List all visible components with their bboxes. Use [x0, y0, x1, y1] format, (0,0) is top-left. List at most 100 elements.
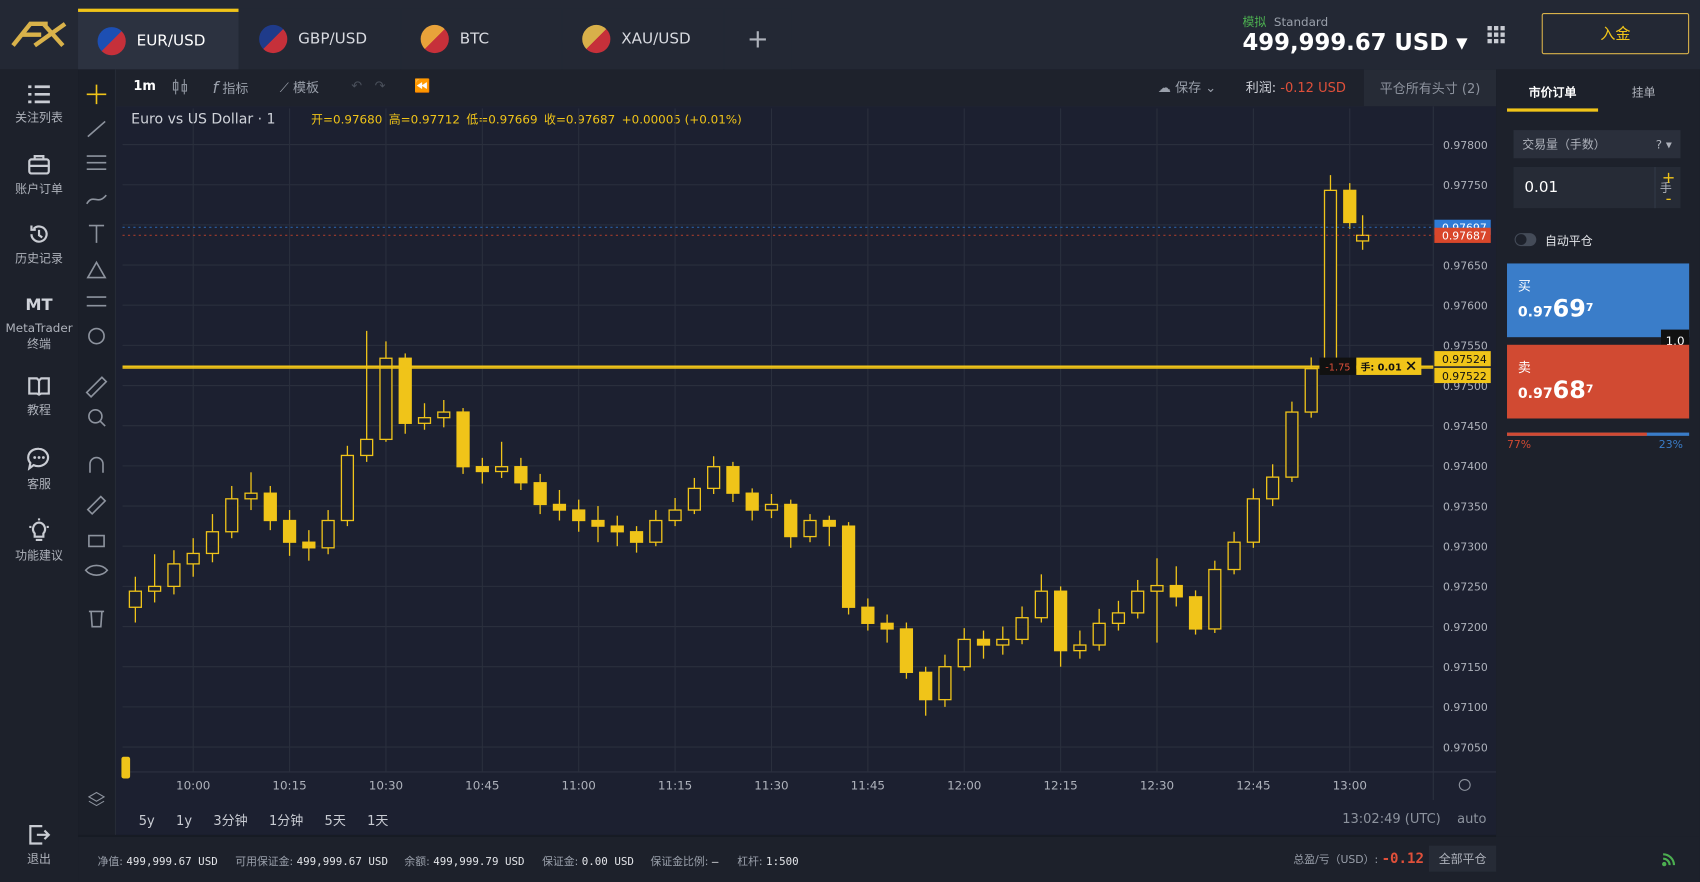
volume-input[interactable]: 0.01 手 [1513, 166, 1681, 209]
y-tick-label: 0.97150 [1443, 661, 1488, 674]
auto-close-toggle[interactable] [1514, 233, 1537, 247]
decrement-button[interactable]: - [1654, 187, 1681, 209]
candle-body [379, 357, 393, 441]
scale-toggle[interactable]: auto [1457, 810, 1487, 827]
replay-button[interactable]: ⏪ [414, 78, 431, 94]
add-tab[interactable]: + [724, 8, 792, 70]
panel-tab[interactable]: 市价订单 [1507, 76, 1599, 112]
candle-body [919, 671, 933, 701]
layers-icon[interactable] [87, 789, 107, 809]
range-button[interactable]: 1分钟 [268, 813, 304, 829]
apps-icon[interactable] [1487, 26, 1505, 44]
tab-label: XAU/USD [621, 30, 691, 48]
buy-price: 0.97697 [1518, 296, 1594, 323]
price-label-box [1434, 227, 1491, 243]
range-button[interactable]: 1天 [367, 813, 389, 829]
candle-body [282, 519, 297, 543]
volume-type-select[interactable]: 交易量（手数）? ▾ [1513, 130, 1681, 159]
legend-item: 收=0.97687 [544, 113, 615, 127]
candle-body [1343, 189, 1357, 224]
deposit-button[interactable]: 入金 [1541, 13, 1690, 55]
scroll-handle[interactable] [121, 756, 131, 779]
nav-item[interactable]: 客服 [0, 447, 78, 493]
candle-body [1131, 590, 1145, 614]
candle-body [938, 666, 952, 701]
candle-body [205, 531, 220, 555]
indicators-button[interactable]: f 指标 [212, 78, 249, 98]
buy-percent: 23% [1658, 439, 1683, 452]
candle-body [1073, 644, 1087, 652]
auto-close-label: 自动平仓 [1544, 234, 1593, 249]
save-button[interactable]: ☁ 保存 ⌄ [1157, 80, 1217, 96]
candle-body [1355, 234, 1370, 242]
candle-body [745, 492, 759, 511]
icon [30, 225, 48, 243]
chart-toolbar [116, 69, 1497, 108]
range-button[interactable]: 5y [138, 813, 155, 829]
candle-body [976, 638, 991, 646]
y-tick-label: 0.97450 [1443, 420, 1488, 433]
sell-button[interactable]: 卖 0.97687 [1507, 344, 1690, 419]
chart-title: Euro vs US Dollar · 1 [131, 112, 275, 128]
nav-item[interactable]: MT MetaTrader 终端 [0, 295, 78, 352]
nav-item[interactable]: 账户订单 [0, 154, 78, 197]
settings-icon[interactable] [1458, 778, 1471, 791]
undo-redo[interactable]: ↶ ↷ [351, 78, 386, 94]
close-all-button[interactable]: 平仓所有头寸 (2) [1363, 69, 1497, 107]
candle-body [861, 606, 875, 624]
status-value: 499,999.79 USD [433, 856, 525, 869]
sentiment-bar [1507, 432, 1690, 436]
position-close[interactable] [1406, 361, 1416, 371]
status-value: 1:500 [766, 856, 799, 869]
nav-item[interactable]: 关注列表 [0, 85, 78, 126]
candle-body [494, 466, 509, 473]
status-value: 0.00 USD [581, 856, 634, 869]
nav-item[interactable]: 教程 [0, 375, 78, 418]
candle-body [1015, 617, 1029, 641]
symbol-tab[interactable]: EUR/USD [78, 8, 239, 70]
symbol-tab[interactable]: XAU/USD [562, 8, 724, 70]
nav-item[interactable]: 退出 [0, 824, 78, 867]
legend-item: +0.00005 (+0.01%) [622, 113, 742, 127]
nav-item[interactable]: 历史记录 [0, 223, 78, 266]
candle-body [1150, 584, 1164, 592]
symbol-tab[interactable]: BTC [401, 8, 562, 70]
candle-body [1266, 476, 1280, 500]
status-item: 余额: 499,999.79 USD [404, 852, 525, 869]
nav-label: 关注列表 [15, 110, 63, 125]
price-label-box [1434, 351, 1491, 367]
candle-body [360, 438, 374, 457]
increment-button[interactable]: + [1654, 166, 1681, 188]
panel-tab[interactable]: 挂单 [1631, 85, 1656, 100]
save-label: 保存 [1175, 80, 1202, 96]
candle-body [514, 466, 528, 484]
nav-item[interactable]: 功能建议 [0, 518, 78, 564]
templates-button[interactable]: ⟋ 模板 [279, 80, 320, 96]
tab-label: EUR/USD [136, 31, 206, 50]
range-button[interactable]: 3分钟 [213, 813, 248, 829]
interval-button[interactable]: 1m [133, 78, 156, 94]
account-mode: 模拟 [1242, 15, 1267, 30]
symbol-tab[interactable]: GBP/USD [239, 8, 401, 70]
pnl-label: 总盈/亏（USD）: [1293, 854, 1379, 867]
legend-item: 低=0.97669 [466, 113, 537, 127]
candle-body [1034, 590, 1048, 619]
x-tick-label: 11:30 [754, 778, 788, 792]
candle-body [649, 519, 663, 543]
range-button[interactable]: 1y [176, 813, 193, 829]
balance[interactable]: 499,999.67 USD ▾ [1242, 29, 1468, 56]
candle-body [668, 509, 682, 522]
logo [11, 21, 67, 48]
candle-body [340, 454, 355, 522]
range-button[interactable]: 5天 [324, 813, 346, 829]
candle-body [1246, 498, 1261, 543]
close-all-button[interactable]: 全部平仓 [1428, 845, 1497, 872]
flag [259, 24, 288, 54]
buy-button[interactable]: 买 0.97697 [1507, 263, 1690, 338]
chart-type-icon[interactable] [171, 78, 188, 95]
nav-label: 功能建议 [15, 548, 63, 563]
profit-value: -0.12 USD [1280, 80, 1346, 96]
price-small: 0.97 [1517, 385, 1553, 403]
status-label: 净值: [97, 856, 123, 869]
status-item: 净值: 499,999.67 USD [97, 852, 218, 869]
